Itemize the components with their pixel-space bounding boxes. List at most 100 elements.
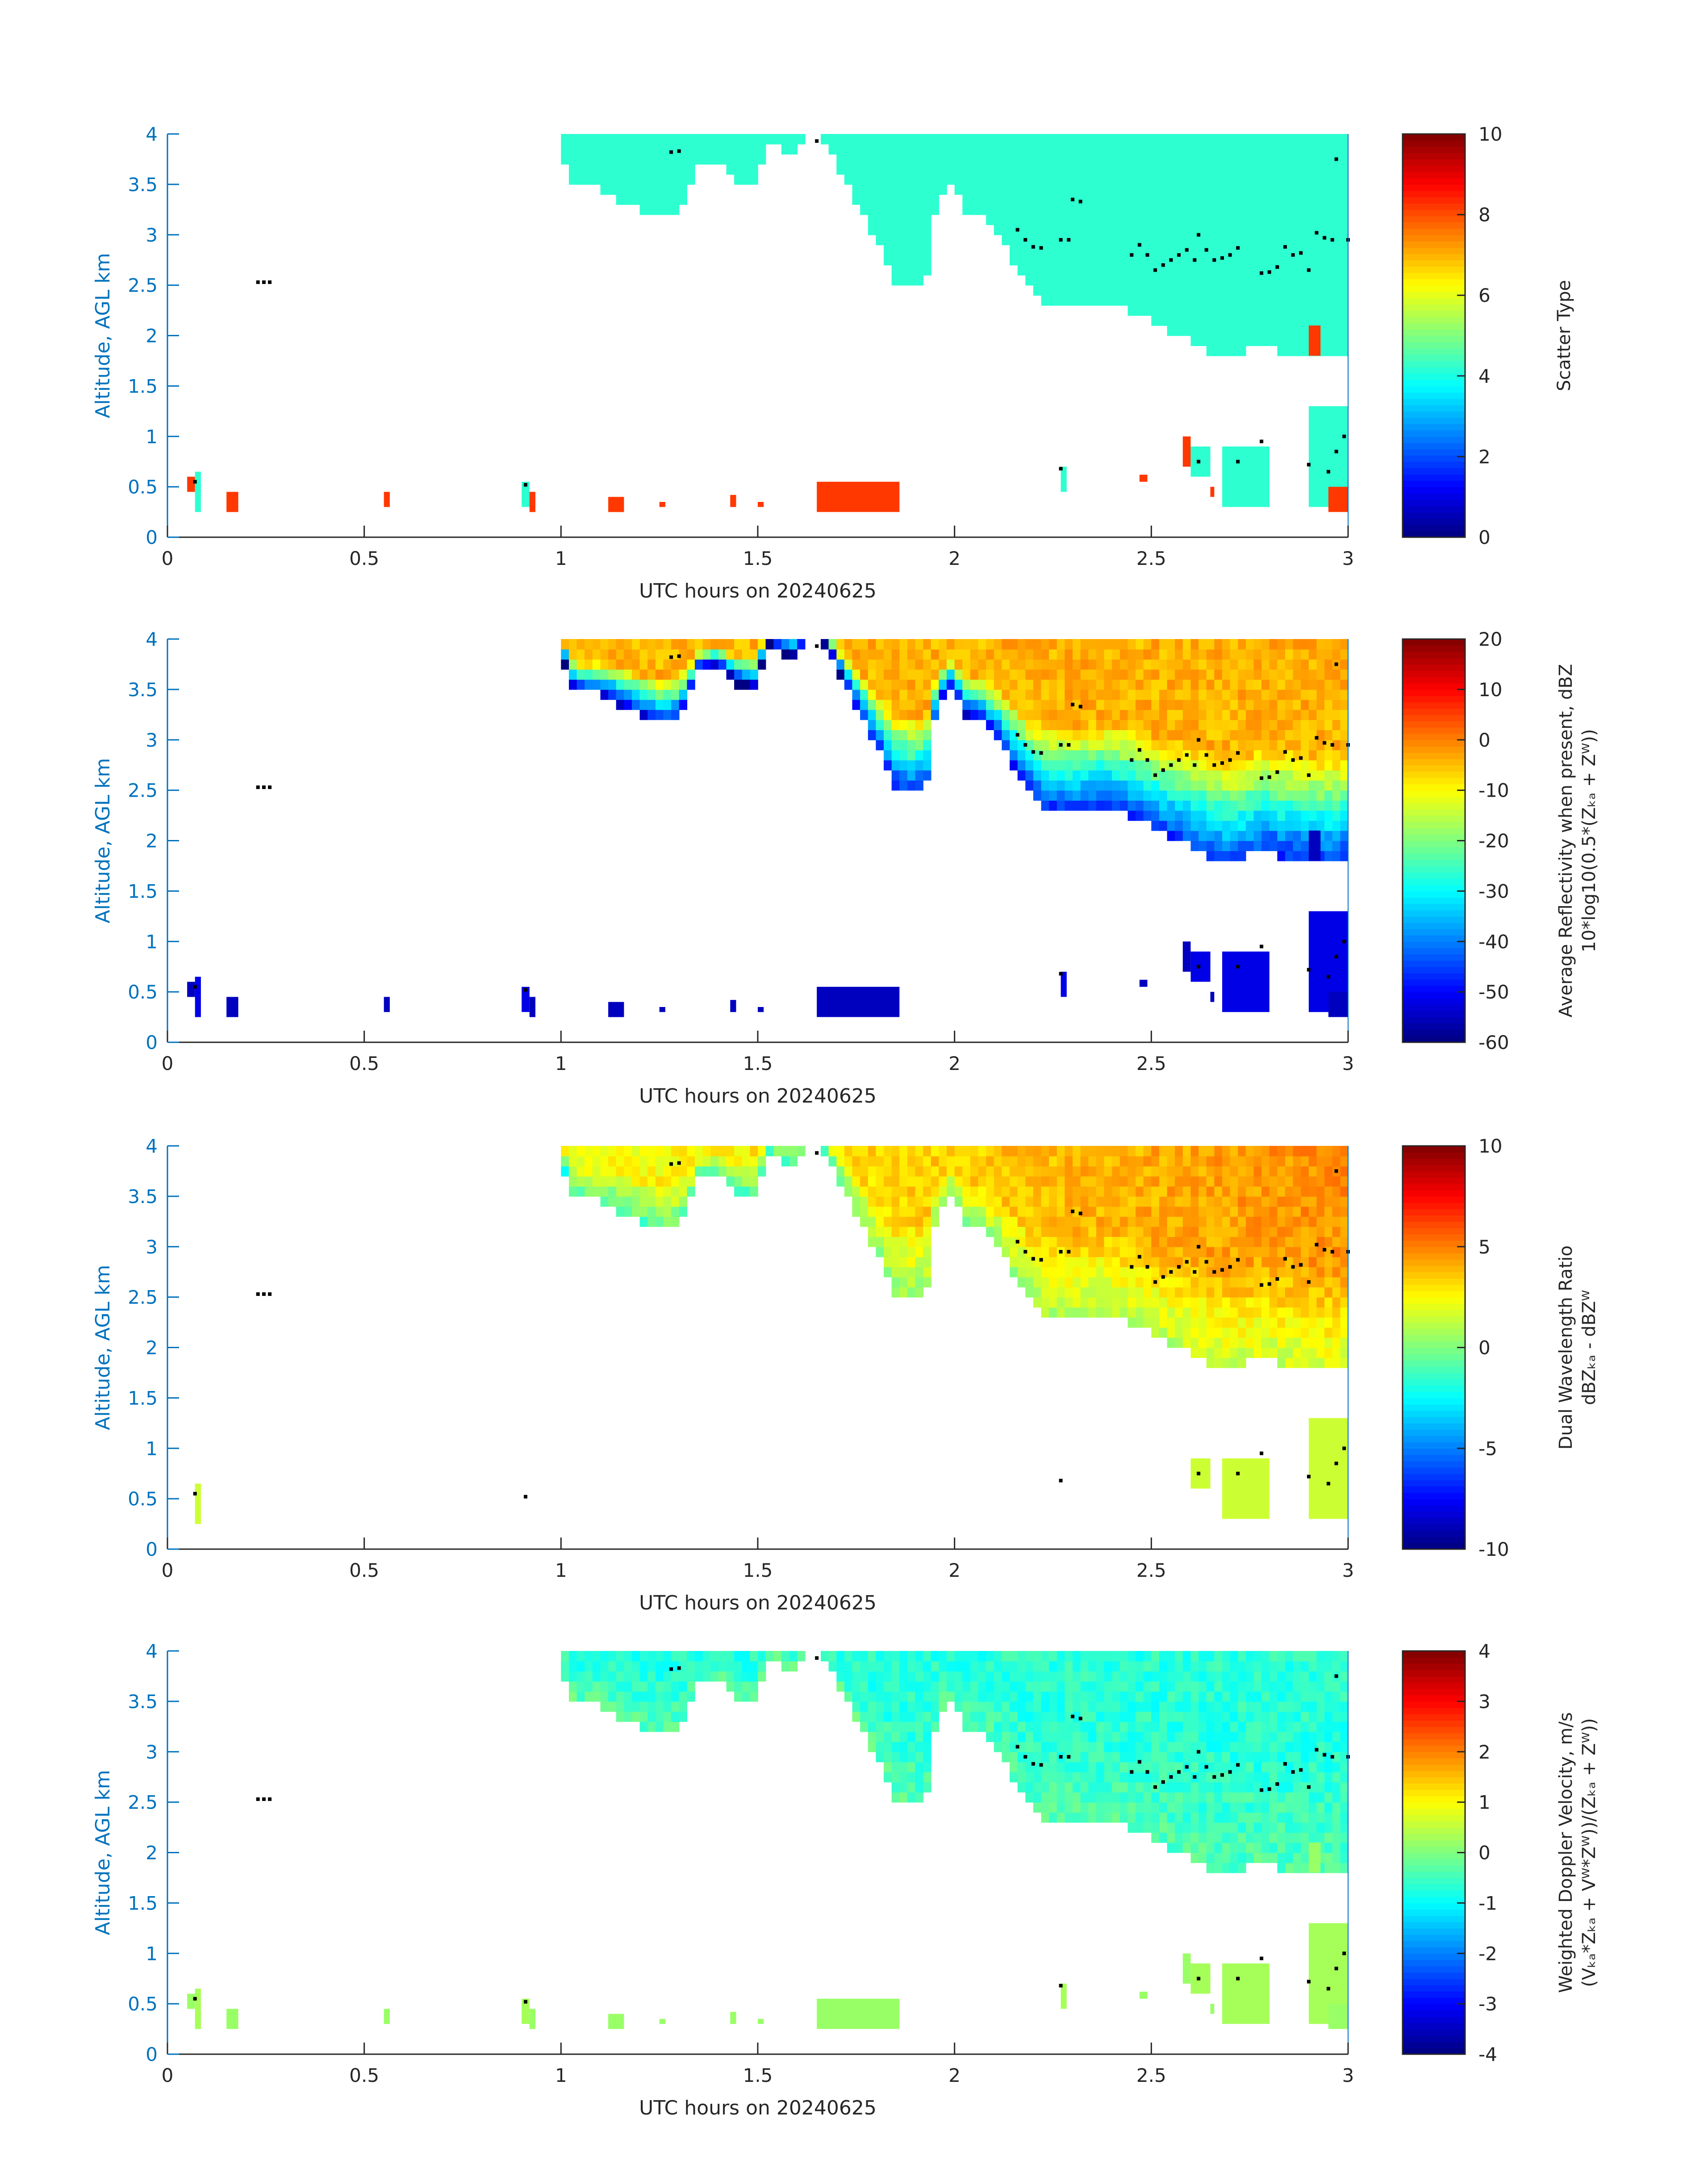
data-cell <box>663 1671 672 1682</box>
data-cell <box>1301 730 1309 740</box>
data-cell <box>1080 1237 1089 1247</box>
data-cell <box>1206 134 1215 145</box>
data-cell <box>1245 830 1254 841</box>
data-cell <box>1199 1226 1207 1237</box>
data-cell <box>1324 315 1333 326</box>
data-cell <box>1104 134 1112 145</box>
colorbar-swatch <box>1403 840 1465 848</box>
y-tick-label: 0.5 <box>128 1488 158 1510</box>
colorbar-swatch <box>1403 1505 1465 1512</box>
data-cell <box>695 1651 703 1662</box>
data-cell <box>884 1651 892 1662</box>
data-cell <box>986 1146 994 1157</box>
data-cell <box>1096 740 1105 751</box>
data-cell <box>1143 164 1152 175</box>
marker-point <box>1323 741 1327 745</box>
marker-point <box>1067 238 1071 242</box>
data-cell <box>624 689 632 700</box>
data-cell <box>1119 1782 1128 1793</box>
data-cell <box>1167 234 1175 246</box>
data-cell <box>1324 174 1333 185</box>
marker-point <box>1023 1250 1027 1254</box>
colorbar-label: Average Reflectivity when present, dBZ <box>1556 664 1576 1017</box>
data-cell <box>931 1681 940 1692</box>
data-cell <box>1151 225 1160 235</box>
data-cell <box>1112 1277 1120 1287</box>
data-cell <box>1285 689 1294 700</box>
data-cell <box>576 1661 585 1671</box>
data-cell <box>742 1176 751 1187</box>
data-cell <box>1324 1287 1333 1298</box>
data-cell <box>1119 710 1128 720</box>
data-cell <box>828 649 837 660</box>
colorbar-swatch <box>1403 1291 1465 1298</box>
data-cell <box>1293 810 1301 821</box>
data-cell <box>860 184 869 195</box>
y-tick-label: 2 <box>146 325 158 347</box>
data-cell <box>844 134 853 145</box>
data-cell <box>734 1651 743 1662</box>
data-cell <box>616 194 625 205</box>
data-cell <box>1182 184 1191 195</box>
data-cell <box>1253 730 1262 740</box>
data-cell <box>1010 154 1018 165</box>
data-cell <box>1080 285 1089 296</box>
colorbar-swatch <box>1403 992 1465 999</box>
data-cell <box>852 1176 860 1187</box>
data-cell <box>1096 245 1105 255</box>
data-cell <box>1206 1832 1215 1843</box>
data-cell <box>1261 719 1270 730</box>
low-patch <box>758 502 764 507</box>
data-cell <box>1033 1277 1042 1287</box>
data-cell <box>978 659 986 670</box>
data-cell <box>1096 1661 1105 1671</box>
data-cell <box>1151 1751 1160 1763</box>
y-tick-label: 3.5 <box>128 1186 158 1208</box>
colorbar-swatch <box>1403 1542 1465 1550</box>
colorbar-swatch <box>1403 531 1465 538</box>
data-cell <box>1119 1226 1128 1237</box>
data-cell <box>1159 689 1168 700</box>
data-cell <box>647 1671 656 1682</box>
data-cell <box>1128 1731 1136 1742</box>
data-cell <box>1222 851 1231 861</box>
data-cell <box>1340 1257 1349 1267</box>
data-cell <box>1033 1802 1042 1813</box>
data-cell <box>1214 1166 1223 1177</box>
data-cell <box>1301 1166 1309 1177</box>
data-cell <box>1253 1166 1262 1177</box>
data-cell <box>923 1661 931 1671</box>
data-cell <box>1065 1802 1073 1813</box>
data-cell <box>1199 1257 1207 1267</box>
data-cell <box>1167 194 1175 205</box>
data-cell <box>1245 134 1254 145</box>
data-cell <box>1143 810 1152 821</box>
data-cell <box>1057 1266 1065 1278</box>
data-cell <box>1293 1327 1301 1338</box>
data-cell <box>1206 335 1215 346</box>
data-cell <box>1073 234 1081 246</box>
data-cell <box>1151 174 1160 185</box>
data-cell <box>1057 1681 1065 1692</box>
data-cell <box>1214 325 1223 336</box>
data-cell <box>639 174 648 185</box>
data-cell <box>1324 719 1333 730</box>
data-cell <box>1017 740 1026 751</box>
data-cell <box>1167 1782 1175 1793</box>
data-cell <box>1238 699 1246 710</box>
data-cell <box>1285 1226 1294 1237</box>
data-cell <box>1057 669 1065 680</box>
data-cell <box>1057 659 1065 670</box>
data-cell <box>1096 285 1105 296</box>
data-cell <box>970 1722 979 1732</box>
data-cell <box>884 184 892 195</box>
data-cell <box>962 205 971 215</box>
data-cell <box>1214 780 1223 791</box>
data-cell <box>884 1166 892 1177</box>
data-cell <box>1041 1762 1049 1772</box>
data-cell <box>986 710 994 720</box>
data-cell <box>1159 174 1168 185</box>
data-cell <box>1182 1651 1191 1662</box>
data-cell <box>1301 800 1309 811</box>
data-cell <box>1025 234 1034 246</box>
